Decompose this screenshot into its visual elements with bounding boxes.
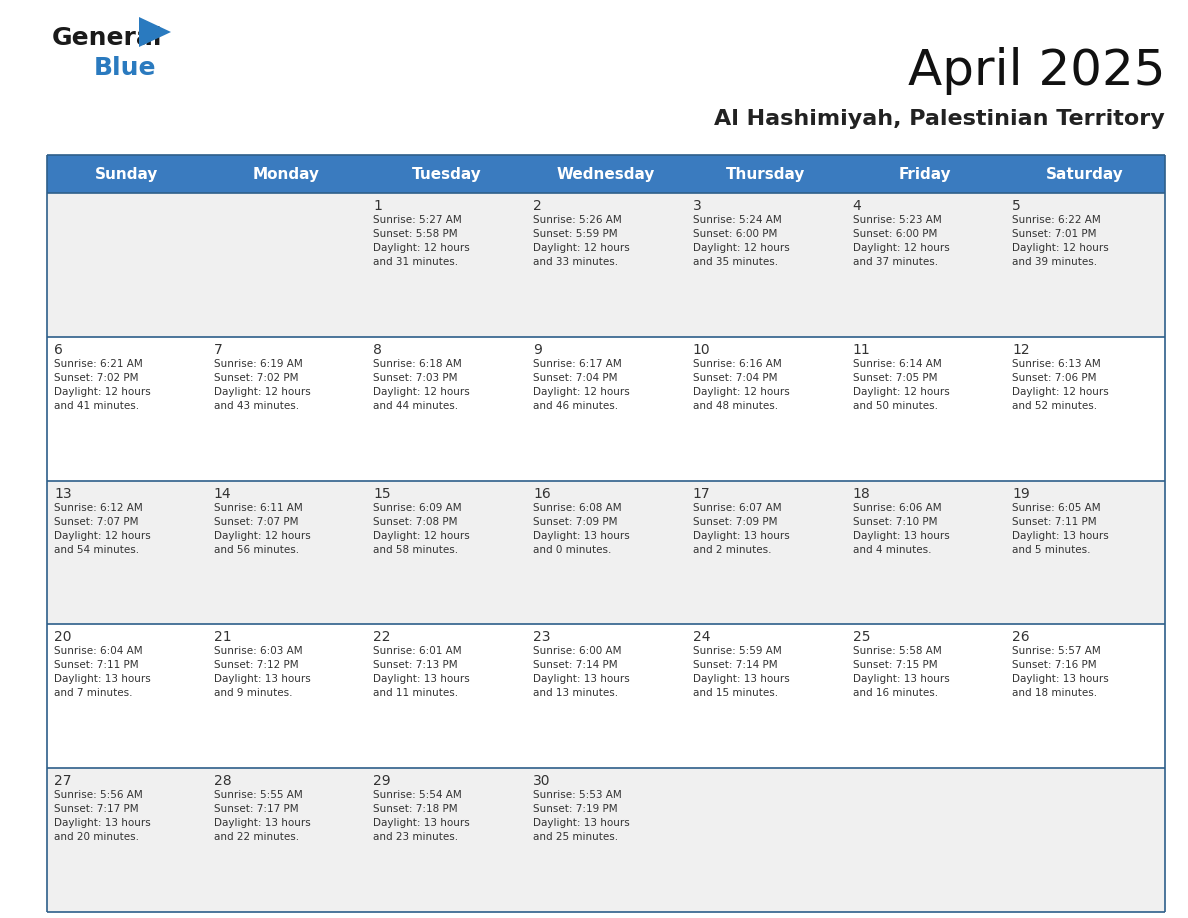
Text: 5: 5 <box>1012 199 1020 213</box>
Text: Sunrise: 6:18 AM
Sunset: 7:03 PM
Daylight: 12 hours
and 44 minutes.: Sunrise: 6:18 AM Sunset: 7:03 PM Dayligh… <box>373 359 470 410</box>
Text: 23: 23 <box>533 631 551 644</box>
Text: 2: 2 <box>533 199 542 213</box>
Text: Sunrise: 6:08 AM
Sunset: 7:09 PM
Daylight: 13 hours
and 0 minutes.: Sunrise: 6:08 AM Sunset: 7:09 PM Dayligh… <box>533 502 630 554</box>
Text: Sunrise: 5:24 AM
Sunset: 6:00 PM
Daylight: 12 hours
and 35 minutes.: Sunrise: 5:24 AM Sunset: 6:00 PM Dayligh… <box>693 215 790 267</box>
Text: 10: 10 <box>693 342 710 357</box>
Text: Sunrise: 6:16 AM
Sunset: 7:04 PM
Daylight: 12 hours
and 48 minutes.: Sunrise: 6:16 AM Sunset: 7:04 PM Dayligh… <box>693 359 790 410</box>
Text: Sunrise: 6:01 AM
Sunset: 7:13 PM
Daylight: 13 hours
and 11 minutes.: Sunrise: 6:01 AM Sunset: 7:13 PM Dayligh… <box>373 646 470 699</box>
Text: Sunrise: 6:22 AM
Sunset: 7:01 PM
Daylight: 12 hours
and 39 minutes.: Sunrise: 6:22 AM Sunset: 7:01 PM Dayligh… <box>1012 215 1110 267</box>
Text: Sunrise: 6:06 AM
Sunset: 7:10 PM
Daylight: 13 hours
and 4 minutes.: Sunrise: 6:06 AM Sunset: 7:10 PM Dayligh… <box>853 502 949 554</box>
Text: Sunrise: 6:03 AM
Sunset: 7:12 PM
Daylight: 13 hours
and 9 minutes.: Sunrise: 6:03 AM Sunset: 7:12 PM Dayligh… <box>214 646 310 699</box>
Text: 29: 29 <box>373 774 391 789</box>
Text: 9: 9 <box>533 342 542 357</box>
Text: Tuesday: Tuesday <box>411 166 481 182</box>
Bar <box>48 337 1165 481</box>
Text: 6: 6 <box>53 342 63 357</box>
Text: Sunrise: 6:04 AM
Sunset: 7:11 PM
Daylight: 13 hours
and 7 minutes.: Sunrise: 6:04 AM Sunset: 7:11 PM Dayligh… <box>53 646 151 699</box>
Text: Wednesday: Wednesday <box>557 166 656 182</box>
Text: 26: 26 <box>1012 631 1030 644</box>
Text: 24: 24 <box>693 631 710 644</box>
Text: 3: 3 <box>693 199 702 213</box>
Text: Sunrise: 5:53 AM
Sunset: 7:19 PM
Daylight: 13 hours
and 25 minutes.: Sunrise: 5:53 AM Sunset: 7:19 PM Dayligh… <box>533 790 630 842</box>
Text: Monday: Monday <box>253 166 320 182</box>
Text: Sunrise: 6:14 AM
Sunset: 7:05 PM
Daylight: 12 hours
and 50 minutes.: Sunrise: 6:14 AM Sunset: 7:05 PM Dayligh… <box>853 359 949 410</box>
Text: 14: 14 <box>214 487 232 500</box>
Text: 19: 19 <box>1012 487 1030 500</box>
Text: 8: 8 <box>373 342 383 357</box>
Bar <box>48 624 1165 768</box>
Text: Sunrise: 6:00 AM
Sunset: 7:14 PM
Daylight: 13 hours
and 13 minutes.: Sunrise: 6:00 AM Sunset: 7:14 PM Dayligh… <box>533 646 630 699</box>
Text: General: General <box>52 26 163 50</box>
Text: Sunrise: 5:27 AM
Sunset: 5:58 PM
Daylight: 12 hours
and 31 minutes.: Sunrise: 5:27 AM Sunset: 5:58 PM Dayligh… <box>373 215 470 267</box>
Text: 22: 22 <box>373 631 391 644</box>
Text: 12: 12 <box>1012 342 1030 357</box>
Bar <box>48 768 1165 912</box>
Text: 15: 15 <box>373 487 391 500</box>
Text: Sunrise: 5:23 AM
Sunset: 6:00 PM
Daylight: 12 hours
and 37 minutes.: Sunrise: 5:23 AM Sunset: 6:00 PM Dayligh… <box>853 215 949 267</box>
Text: 27: 27 <box>53 774 71 789</box>
Text: Sunrise: 5:59 AM
Sunset: 7:14 PM
Daylight: 13 hours
and 15 minutes.: Sunrise: 5:59 AM Sunset: 7:14 PM Dayligh… <box>693 646 790 699</box>
Text: Sunrise: 5:26 AM
Sunset: 5:59 PM
Daylight: 12 hours
and 33 minutes.: Sunrise: 5:26 AM Sunset: 5:59 PM Dayligh… <box>533 215 630 267</box>
Text: 17: 17 <box>693 487 710 500</box>
Text: Sunrise: 5:57 AM
Sunset: 7:16 PM
Daylight: 13 hours
and 18 minutes.: Sunrise: 5:57 AM Sunset: 7:16 PM Dayligh… <box>1012 646 1110 699</box>
Text: Blue: Blue <box>94 56 157 80</box>
Text: Sunday: Sunday <box>95 166 158 182</box>
Text: 28: 28 <box>214 774 232 789</box>
Text: Sunrise: 6:17 AM
Sunset: 7:04 PM
Daylight: 12 hours
and 46 minutes.: Sunrise: 6:17 AM Sunset: 7:04 PM Dayligh… <box>533 359 630 410</box>
Bar <box>48 155 1165 193</box>
Text: 7: 7 <box>214 342 222 357</box>
Text: 18: 18 <box>853 487 871 500</box>
Text: Sunrise: 5:58 AM
Sunset: 7:15 PM
Daylight: 13 hours
and 16 minutes.: Sunrise: 5:58 AM Sunset: 7:15 PM Dayligh… <box>853 646 949 699</box>
Text: April 2025: April 2025 <box>908 47 1165 95</box>
Text: Sunrise: 6:21 AM
Sunset: 7:02 PM
Daylight: 12 hours
and 41 minutes.: Sunrise: 6:21 AM Sunset: 7:02 PM Dayligh… <box>53 359 151 410</box>
Bar <box>48 481 1165 624</box>
Text: 13: 13 <box>53 487 71 500</box>
Polygon shape <box>139 17 171 47</box>
Text: 21: 21 <box>214 631 232 644</box>
Text: Sunrise: 5:55 AM
Sunset: 7:17 PM
Daylight: 13 hours
and 22 minutes.: Sunrise: 5:55 AM Sunset: 7:17 PM Dayligh… <box>214 790 310 842</box>
Text: Sunrise: 6:09 AM
Sunset: 7:08 PM
Daylight: 12 hours
and 58 minutes.: Sunrise: 6:09 AM Sunset: 7:08 PM Dayligh… <box>373 502 470 554</box>
Text: Sunrise: 5:56 AM
Sunset: 7:17 PM
Daylight: 13 hours
and 20 minutes.: Sunrise: 5:56 AM Sunset: 7:17 PM Dayligh… <box>53 790 151 842</box>
Text: 1: 1 <box>373 199 383 213</box>
Text: 20: 20 <box>53 631 71 644</box>
Text: Sunrise: 6:07 AM
Sunset: 7:09 PM
Daylight: 13 hours
and 2 minutes.: Sunrise: 6:07 AM Sunset: 7:09 PM Dayligh… <box>693 502 790 554</box>
Bar <box>48 193 1165 337</box>
Text: Sunrise: 6:13 AM
Sunset: 7:06 PM
Daylight: 12 hours
and 52 minutes.: Sunrise: 6:13 AM Sunset: 7:06 PM Dayligh… <box>1012 359 1110 410</box>
Text: 4: 4 <box>853 199 861 213</box>
Text: 30: 30 <box>533 774 551 789</box>
Text: Sunrise: 6:11 AM
Sunset: 7:07 PM
Daylight: 12 hours
and 56 minutes.: Sunrise: 6:11 AM Sunset: 7:07 PM Dayligh… <box>214 502 310 554</box>
Text: Sunrise: 6:19 AM
Sunset: 7:02 PM
Daylight: 12 hours
and 43 minutes.: Sunrise: 6:19 AM Sunset: 7:02 PM Dayligh… <box>214 359 310 410</box>
Text: Thursday: Thursday <box>726 166 805 182</box>
Text: Sunrise: 6:12 AM
Sunset: 7:07 PM
Daylight: 12 hours
and 54 minutes.: Sunrise: 6:12 AM Sunset: 7:07 PM Dayligh… <box>53 502 151 554</box>
Text: Al Hashimiyah, Palestinian Territory: Al Hashimiyah, Palestinian Territory <box>714 109 1165 129</box>
Text: 16: 16 <box>533 487 551 500</box>
Text: Sunrise: 5:54 AM
Sunset: 7:18 PM
Daylight: 13 hours
and 23 minutes.: Sunrise: 5:54 AM Sunset: 7:18 PM Dayligh… <box>373 790 470 842</box>
Text: 25: 25 <box>853 631 870 644</box>
Text: Sunrise: 6:05 AM
Sunset: 7:11 PM
Daylight: 13 hours
and 5 minutes.: Sunrise: 6:05 AM Sunset: 7:11 PM Dayligh… <box>1012 502 1110 554</box>
Text: Friday: Friday <box>899 166 952 182</box>
Text: Saturday: Saturday <box>1047 166 1124 182</box>
Text: 11: 11 <box>853 342 871 357</box>
